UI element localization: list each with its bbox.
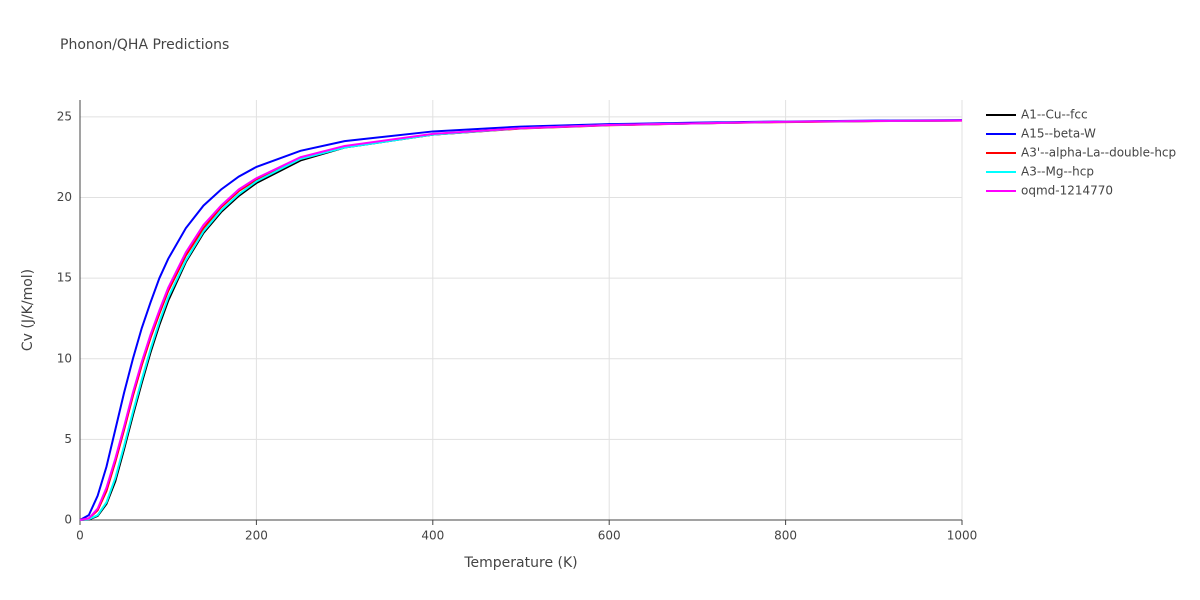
y-tick-label: 20 <box>57 190 72 204</box>
y-tick-label: 5 <box>64 432 72 446</box>
x-axis-label: Temperature (K) <box>463 555 577 571</box>
y-tick-label: 25 <box>57 109 72 123</box>
legend-label: A3'--alpha-La--double-hcp <box>1021 146 1176 160</box>
series-line <box>79 119 963 521</box>
x-tick-label: 200 <box>245 529 268 543</box>
chart-title: Phonon/QHA Predictions <box>60 37 229 53</box>
x-tick-label: 600 <box>598 529 621 543</box>
y-axis-label: Cv (J/K/mol) <box>20 269 36 351</box>
y-tick-label: 15 <box>57 271 72 285</box>
x-tick-label: 400 <box>421 529 444 543</box>
x-tick-label: 0 <box>76 529 84 543</box>
legend-label: A3--Mg--hcp <box>1021 165 1094 179</box>
x-tick-label: 1000 <box>947 529 978 543</box>
legend-label: A15--beta-W <box>1021 127 1096 141</box>
series-line <box>79 119 963 521</box>
x-tick-label: 800 <box>774 529 797 543</box>
series-line <box>79 119 963 521</box>
y-tick-label: 10 <box>57 351 72 365</box>
series-line <box>79 119 963 521</box>
series-line <box>79 119 963 521</box>
legend-label: oqmd-1214770 <box>1021 184 1113 198</box>
legend-label: A1--Cu--fcc <box>1021 108 1088 122</box>
y-tick-label: 0 <box>64 513 72 527</box>
